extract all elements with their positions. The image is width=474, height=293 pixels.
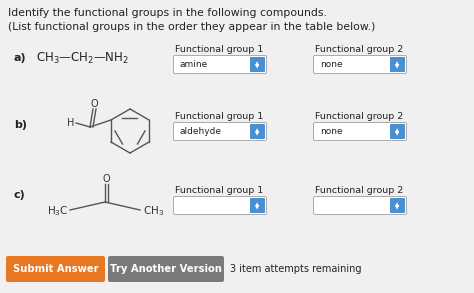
Text: aldehyde: aldehyde bbox=[180, 127, 222, 136]
Text: Identify the functional groups in the following compounds.: Identify the functional groups in the fo… bbox=[8, 8, 327, 18]
Text: Try Another Version: Try Another Version bbox=[110, 264, 222, 274]
Text: CH$_3$—CH$_2$—NH$_2$: CH$_3$—CH$_2$—NH$_2$ bbox=[36, 50, 129, 66]
Text: O: O bbox=[102, 174, 110, 184]
Text: c): c) bbox=[14, 190, 26, 200]
Text: amine: amine bbox=[180, 60, 208, 69]
Text: none: none bbox=[320, 127, 343, 136]
Text: Submit Answer: Submit Answer bbox=[13, 264, 98, 274]
FancyBboxPatch shape bbox=[313, 197, 407, 214]
Text: H: H bbox=[67, 118, 75, 128]
Text: Functional group 1: Functional group 1 bbox=[175, 112, 263, 121]
Text: ▲: ▲ bbox=[255, 128, 259, 133]
FancyBboxPatch shape bbox=[250, 198, 265, 213]
Text: b): b) bbox=[14, 120, 27, 130]
Text: ▼: ▼ bbox=[255, 205, 259, 210]
FancyBboxPatch shape bbox=[250, 124, 265, 139]
FancyBboxPatch shape bbox=[390, 198, 405, 213]
Text: ▼: ▼ bbox=[395, 64, 399, 69]
Text: ▼: ▼ bbox=[255, 64, 259, 69]
FancyBboxPatch shape bbox=[250, 57, 265, 72]
Text: ▲: ▲ bbox=[255, 202, 259, 207]
Text: ▲: ▲ bbox=[395, 128, 399, 133]
Text: O: O bbox=[90, 99, 98, 109]
Text: ▲: ▲ bbox=[395, 202, 399, 207]
FancyBboxPatch shape bbox=[6, 256, 105, 282]
Text: ▲: ▲ bbox=[395, 61, 399, 66]
FancyBboxPatch shape bbox=[173, 55, 266, 74]
FancyBboxPatch shape bbox=[390, 57, 405, 72]
FancyBboxPatch shape bbox=[390, 124, 405, 139]
Text: Functional group 2: Functional group 2 bbox=[315, 186, 403, 195]
FancyBboxPatch shape bbox=[108, 256, 224, 282]
Text: a): a) bbox=[14, 53, 27, 63]
Text: (List functional groups in the order they appear in the table below.): (List functional groups in the order the… bbox=[8, 22, 375, 32]
FancyBboxPatch shape bbox=[313, 122, 407, 141]
FancyBboxPatch shape bbox=[313, 55, 407, 74]
Text: ▲: ▲ bbox=[255, 61, 259, 66]
Text: Functional group 1: Functional group 1 bbox=[175, 186, 263, 195]
Text: CH$_3$: CH$_3$ bbox=[144, 204, 164, 218]
Text: none: none bbox=[320, 60, 343, 69]
FancyBboxPatch shape bbox=[173, 122, 266, 141]
Text: ▼: ▼ bbox=[395, 132, 399, 137]
Text: 3 item attempts remaining: 3 item attempts remaining bbox=[230, 264, 362, 274]
Text: H$_3$C: H$_3$C bbox=[47, 204, 69, 218]
Text: Functional group 2: Functional group 2 bbox=[315, 112, 403, 121]
Text: ▼: ▼ bbox=[395, 205, 399, 210]
Text: Functional group 1: Functional group 1 bbox=[175, 45, 263, 54]
Text: Functional group 2: Functional group 2 bbox=[315, 45, 403, 54]
FancyBboxPatch shape bbox=[173, 197, 266, 214]
Text: ▼: ▼ bbox=[255, 132, 259, 137]
